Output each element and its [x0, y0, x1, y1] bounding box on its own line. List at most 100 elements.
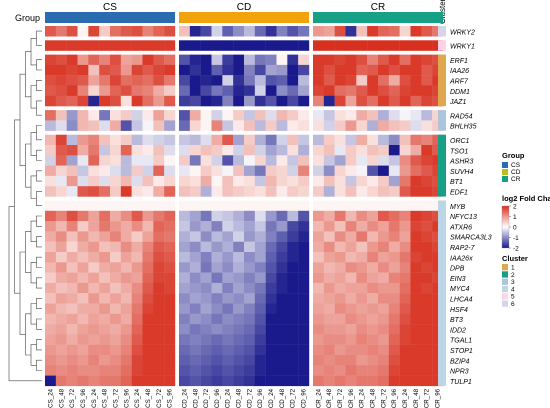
column-label: R-a_CD_48 — [192, 388, 199, 408]
cluster-bar-1 — [438, 54, 446, 107]
heatmap-cell — [66, 303, 78, 314]
heatmap-cell — [179, 252, 191, 263]
heatmap-cell — [276, 134, 288, 146]
heatmap-cell — [77, 375, 89, 387]
heatmap-cell — [345, 324, 357, 335]
heatmap-cell — [233, 293, 245, 304]
row-label-iaa26: IAA26 — [450, 68, 469, 75]
heatmap-cell — [99, 175, 111, 187]
heatmap-cell — [399, 282, 411, 294]
heatmap-cell — [410, 165, 422, 177]
heatmap-cell — [254, 155, 266, 166]
heatmap-cell — [399, 231, 411, 242]
heatmap-cell — [88, 324, 100, 335]
heatmap-cell — [399, 165, 411, 177]
heatmap-cell — [243, 40, 256, 51]
heatmap-cell — [88, 75, 100, 86]
heatmap-cell — [131, 155, 143, 166]
heatmap-cell — [233, 200, 245, 211]
heatmap-cell — [298, 64, 310, 76]
heatmap-cell — [200, 262, 212, 273]
heatmap-cell — [66, 334, 78, 345]
heatmap-cell — [356, 282, 368, 294]
heatmap-cell — [334, 344, 346, 356]
heatmap-cell — [334, 293, 346, 304]
group-bar-CR — [312, 12, 443, 23]
heatmap-cell — [164, 155, 176, 166]
heatmap-cell — [287, 241, 299, 253]
heatmap-cell — [222, 272, 234, 284]
heatmap-cell — [432, 282, 444, 294]
heatmap-cell — [265, 165, 277, 177]
heatmap-cell — [312, 186, 325, 197]
heatmap-cell — [287, 120, 299, 131]
heatmap-cell — [66, 344, 78, 356]
heatmap-cell — [432, 120, 444, 131]
heatmap-cell — [77, 26, 89, 37]
heatmap-cell — [77, 145, 89, 156]
heatmap-cell — [377, 313, 390, 325]
heatmap-cell — [222, 40, 234, 51]
heatmap-cell — [276, 85, 288, 96]
heatmap-cell — [200, 303, 212, 314]
heatmap-cell — [153, 365, 165, 376]
heatmap-cell — [399, 293, 411, 304]
heatmap-cell — [276, 165, 288, 177]
heatmap-cell — [99, 85, 111, 96]
heatmap-cell — [377, 344, 390, 356]
heatmap-cell — [88, 241, 100, 253]
heatmap-cell — [312, 241, 325, 253]
heatmap-cell — [120, 134, 132, 146]
heatmap-cell — [399, 75, 411, 86]
heatmap-cell — [88, 334, 100, 345]
heatmap-cell — [222, 85, 234, 96]
heatmap-cell — [287, 200, 299, 211]
heatmap-cell — [131, 54, 143, 66]
heatmap-cell — [388, 241, 400, 253]
heatmap-cell — [254, 75, 266, 86]
heatmap-cell — [153, 200, 165, 211]
heatmap-cell — [287, 186, 299, 197]
heatmap-cell — [66, 324, 78, 335]
heatmap-cell — [99, 134, 111, 146]
heatmap-cell — [323, 155, 335, 166]
heatmap-cell — [142, 134, 154, 146]
heatmap-cell — [356, 221, 368, 232]
heatmap-cell — [334, 262, 346, 273]
row-label-stop1: STOP1 — [450, 348, 473, 355]
heatmap-cell — [179, 26, 191, 37]
heatmap-cell — [55, 344, 67, 356]
heatmap-cell — [388, 200, 400, 211]
heatmap-cell — [367, 221, 379, 232]
heatmap-cell — [55, 95, 67, 107]
heatmap-cell — [120, 324, 132, 335]
heatmap-cell — [189, 221, 201, 232]
heatmap-cell — [142, 293, 154, 304]
heatmap-cell — [55, 64, 67, 76]
heatmap-cell — [99, 155, 111, 166]
heatmap-cell — [367, 303, 379, 314]
heatmap-cell — [233, 210, 245, 222]
heatmap-cell — [323, 231, 335, 242]
heatmap-cell — [99, 252, 111, 263]
heatmap-cell — [421, 120, 433, 131]
heatmap-cell — [200, 64, 212, 76]
heatmap-cell — [399, 272, 411, 284]
heatmap-cell — [77, 186, 89, 197]
heatmap-cell — [77, 221, 89, 232]
heatmap-cell — [356, 324, 368, 335]
heatmap-cell — [345, 272, 357, 284]
heatmap-cell — [287, 231, 299, 242]
heatmap-cell — [287, 110, 299, 121]
heatmap-cell — [153, 303, 165, 314]
heatmap-cell — [142, 241, 154, 253]
heatmap-cell — [77, 272, 89, 284]
heatmap-cell — [222, 210, 234, 222]
heatmap-cell — [120, 75, 132, 86]
heatmap-cell — [153, 313, 165, 325]
heatmap-cell — [110, 64, 122, 76]
heatmap-cell — [399, 375, 411, 387]
heatmap-cell — [298, 134, 310, 146]
heatmap-cell — [99, 334, 111, 345]
heatmap-cell — [88, 54, 100, 66]
